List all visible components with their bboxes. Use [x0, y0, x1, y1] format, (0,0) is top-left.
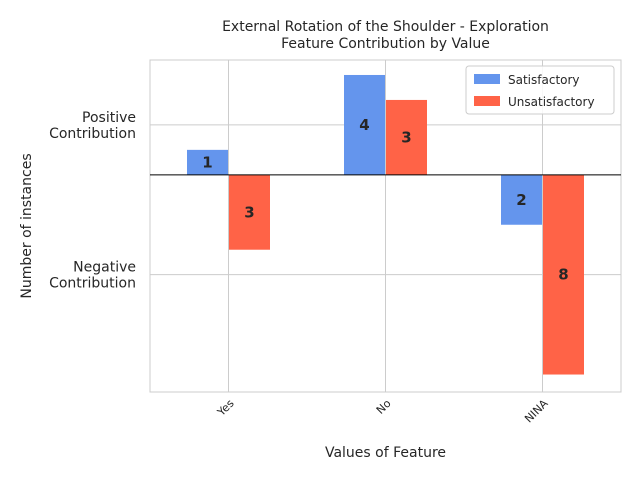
- bar-value-label: 2: [516, 191, 526, 209]
- bar-unsatisfactory-yes: [229, 174, 270, 250]
- bar-unsatisfactory-nina: [543, 174, 584, 375]
- bar-labels: 1 4 2 3 3 8: [202, 116, 568, 284]
- x-tick-label: Yes: [214, 397, 237, 420]
- legend-box: [465, 65, 615, 115]
- bar-unsatisfactory-no: [386, 99, 427, 175]
- chart-title-line: Feature Contribution by Value: [281, 36, 490, 52]
- grid-lines: [150, 60, 621, 392]
- legend: Satisfactory Unsatisfactory: [465, 65, 615, 115]
- legend-entry: Satisfactory: [508, 73, 580, 87]
- bar-value-label: 1: [202, 153, 212, 171]
- chart-title: External Rotation of the Shoulder - Expl…: [222, 19, 549, 52]
- y-axis-label: Number of instances: [19, 153, 35, 298]
- x-axis-label: Values of Feature: [325, 445, 446, 461]
- bar-satisfactory-no: [344, 74, 385, 175]
- bar-value-label: 3: [244, 203, 254, 221]
- bar-satisfactory-nina: [501, 174, 542, 225]
- x-tick-labels: Yes No NINA: [214, 397, 551, 426]
- y-tick-labels: Positive Contribution Negative Contribution: [49, 110, 136, 292]
- legend-entry: Unsatisfactory: [508, 95, 595, 109]
- bars: [187, 74, 584, 375]
- y-tick-label: Positive Contribution: [49, 110, 136, 142]
- x-tick-label: NINA: [522, 397, 551, 426]
- legend-swatch: [474, 74, 500, 84]
- bar-value-label: 4: [359, 116, 369, 134]
- x-tick-label: No: [374, 397, 394, 417]
- legend-swatch: [474, 96, 500, 106]
- bar-value-label: 8: [558, 266, 568, 284]
- bar-satisfactory-yes: [187, 149, 228, 175]
- chart-title-line: External Rotation of the Shoulder - Expl…: [222, 19, 549, 35]
- y-tick-label: Negative Contribution: [49, 260, 136, 292]
- bar-value-label: 3: [401, 128, 411, 146]
